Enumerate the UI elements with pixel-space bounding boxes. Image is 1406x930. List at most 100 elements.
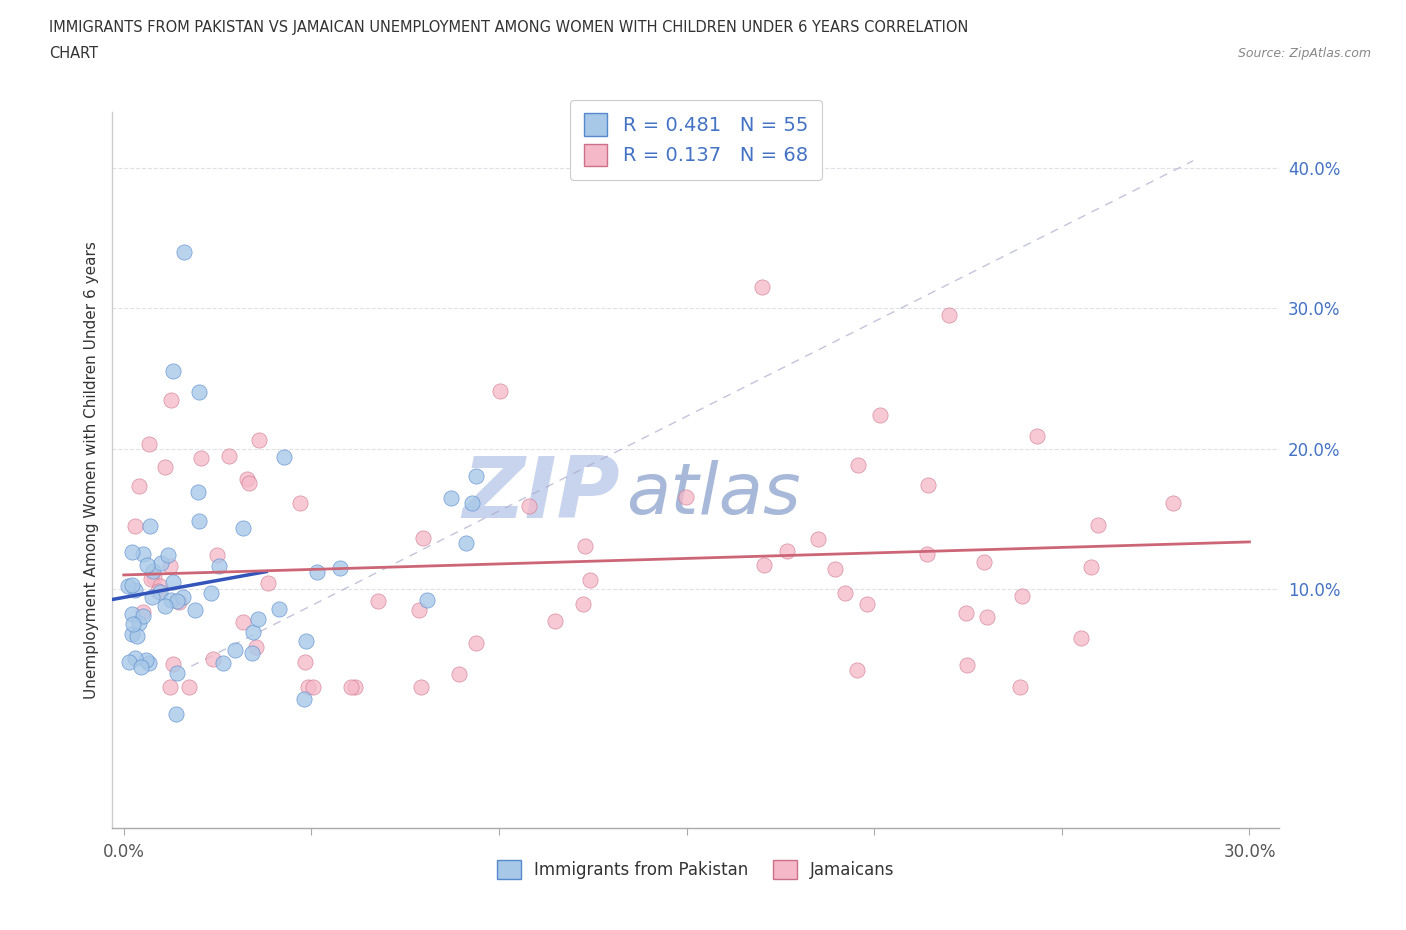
Text: CHART: CHART bbox=[49, 46, 98, 61]
Point bbox=[141, 590, 163, 604]
Point bbox=[1026, 429, 1049, 444]
Point bbox=[177, 680, 200, 695]
Point bbox=[121, 607, 143, 622]
Point bbox=[869, 408, 891, 423]
Point bbox=[187, 385, 209, 400]
Point bbox=[915, 547, 938, 562]
Point bbox=[461, 496, 484, 511]
Point bbox=[149, 585, 172, 600]
Point bbox=[121, 578, 143, 592]
Point bbox=[456, 536, 478, 551]
Point bbox=[159, 559, 181, 574]
Point bbox=[188, 513, 211, 528]
Point bbox=[846, 662, 869, 677]
Point bbox=[172, 590, 194, 604]
Point bbox=[121, 627, 143, 642]
Point bbox=[139, 572, 162, 587]
Point bbox=[162, 575, 184, 590]
Point bbox=[173, 245, 195, 259]
Point bbox=[132, 609, 155, 624]
Point bbox=[156, 548, 179, 563]
Point bbox=[976, 610, 998, 625]
Point bbox=[135, 557, 157, 572]
Point bbox=[465, 469, 488, 484]
Point bbox=[824, 562, 846, 577]
Point bbox=[201, 652, 224, 667]
Point bbox=[159, 680, 181, 695]
Point bbox=[848, 458, 870, 472]
Point bbox=[917, 477, 939, 492]
Point bbox=[200, 586, 222, 601]
Point bbox=[138, 437, 160, 452]
Point bbox=[139, 518, 162, 533]
Point bbox=[238, 475, 260, 490]
Point bbox=[295, 633, 318, 648]
Point bbox=[162, 656, 184, 671]
Point bbox=[162, 364, 184, 379]
Point bbox=[190, 450, 212, 465]
Point bbox=[294, 655, 316, 670]
Point bbox=[956, 658, 979, 672]
Point bbox=[124, 650, 146, 665]
Point bbox=[578, 572, 600, 587]
Point bbox=[488, 383, 510, 398]
Point bbox=[135, 653, 157, 668]
Point bbox=[307, 565, 329, 579]
Point bbox=[1161, 496, 1184, 511]
Point bbox=[186, 485, 208, 499]
Point bbox=[1080, 559, 1102, 574]
Point bbox=[465, 635, 488, 650]
Point bbox=[122, 617, 145, 631]
Point bbox=[245, 640, 267, 655]
Point bbox=[117, 579, 139, 594]
Point bbox=[128, 616, 150, 631]
Point bbox=[571, 596, 593, 611]
Point bbox=[132, 604, 155, 619]
Point bbox=[235, 472, 257, 486]
Point bbox=[166, 594, 188, 609]
Point bbox=[297, 680, 319, 695]
Legend: Immigrants from Pakistan, Jamaicans: Immigrants from Pakistan, Jamaicans bbox=[489, 852, 903, 887]
Point bbox=[408, 603, 430, 618]
Point bbox=[834, 585, 856, 600]
Point bbox=[675, 489, 697, 504]
Point bbox=[121, 544, 143, 559]
Point bbox=[153, 459, 176, 474]
Point bbox=[856, 596, 879, 611]
Point bbox=[129, 659, 152, 674]
Point bbox=[449, 667, 471, 682]
Point bbox=[208, 558, 231, 573]
Point bbox=[973, 554, 995, 569]
Point bbox=[124, 582, 146, 597]
Point bbox=[148, 584, 170, 599]
Point bbox=[340, 680, 363, 695]
Point bbox=[218, 448, 240, 463]
Point bbox=[1070, 631, 1092, 645]
Text: atlas: atlas bbox=[626, 460, 800, 529]
Point bbox=[752, 558, 775, 573]
Point bbox=[412, 531, 434, 546]
Point bbox=[232, 521, 254, 536]
Point bbox=[544, 613, 567, 628]
Point bbox=[153, 598, 176, 613]
Text: Source: ZipAtlas.com: Source: ZipAtlas.com bbox=[1237, 46, 1371, 60]
Point bbox=[184, 603, 207, 618]
Point bbox=[269, 602, 291, 617]
Point bbox=[150, 555, 173, 570]
Point bbox=[207, 547, 229, 562]
Point bbox=[367, 593, 389, 608]
Point bbox=[160, 592, 183, 607]
Point bbox=[273, 450, 295, 465]
Point bbox=[165, 707, 187, 722]
Point bbox=[160, 392, 183, 407]
Point bbox=[1087, 518, 1109, 533]
Point bbox=[124, 519, 146, 534]
Text: ZIP: ZIP bbox=[463, 453, 620, 537]
Point bbox=[118, 655, 141, 670]
Point bbox=[288, 496, 311, 511]
Point bbox=[574, 538, 596, 553]
Point bbox=[242, 624, 264, 639]
Point bbox=[344, 680, 367, 695]
Point bbox=[517, 498, 540, 513]
Point bbox=[938, 308, 960, 323]
